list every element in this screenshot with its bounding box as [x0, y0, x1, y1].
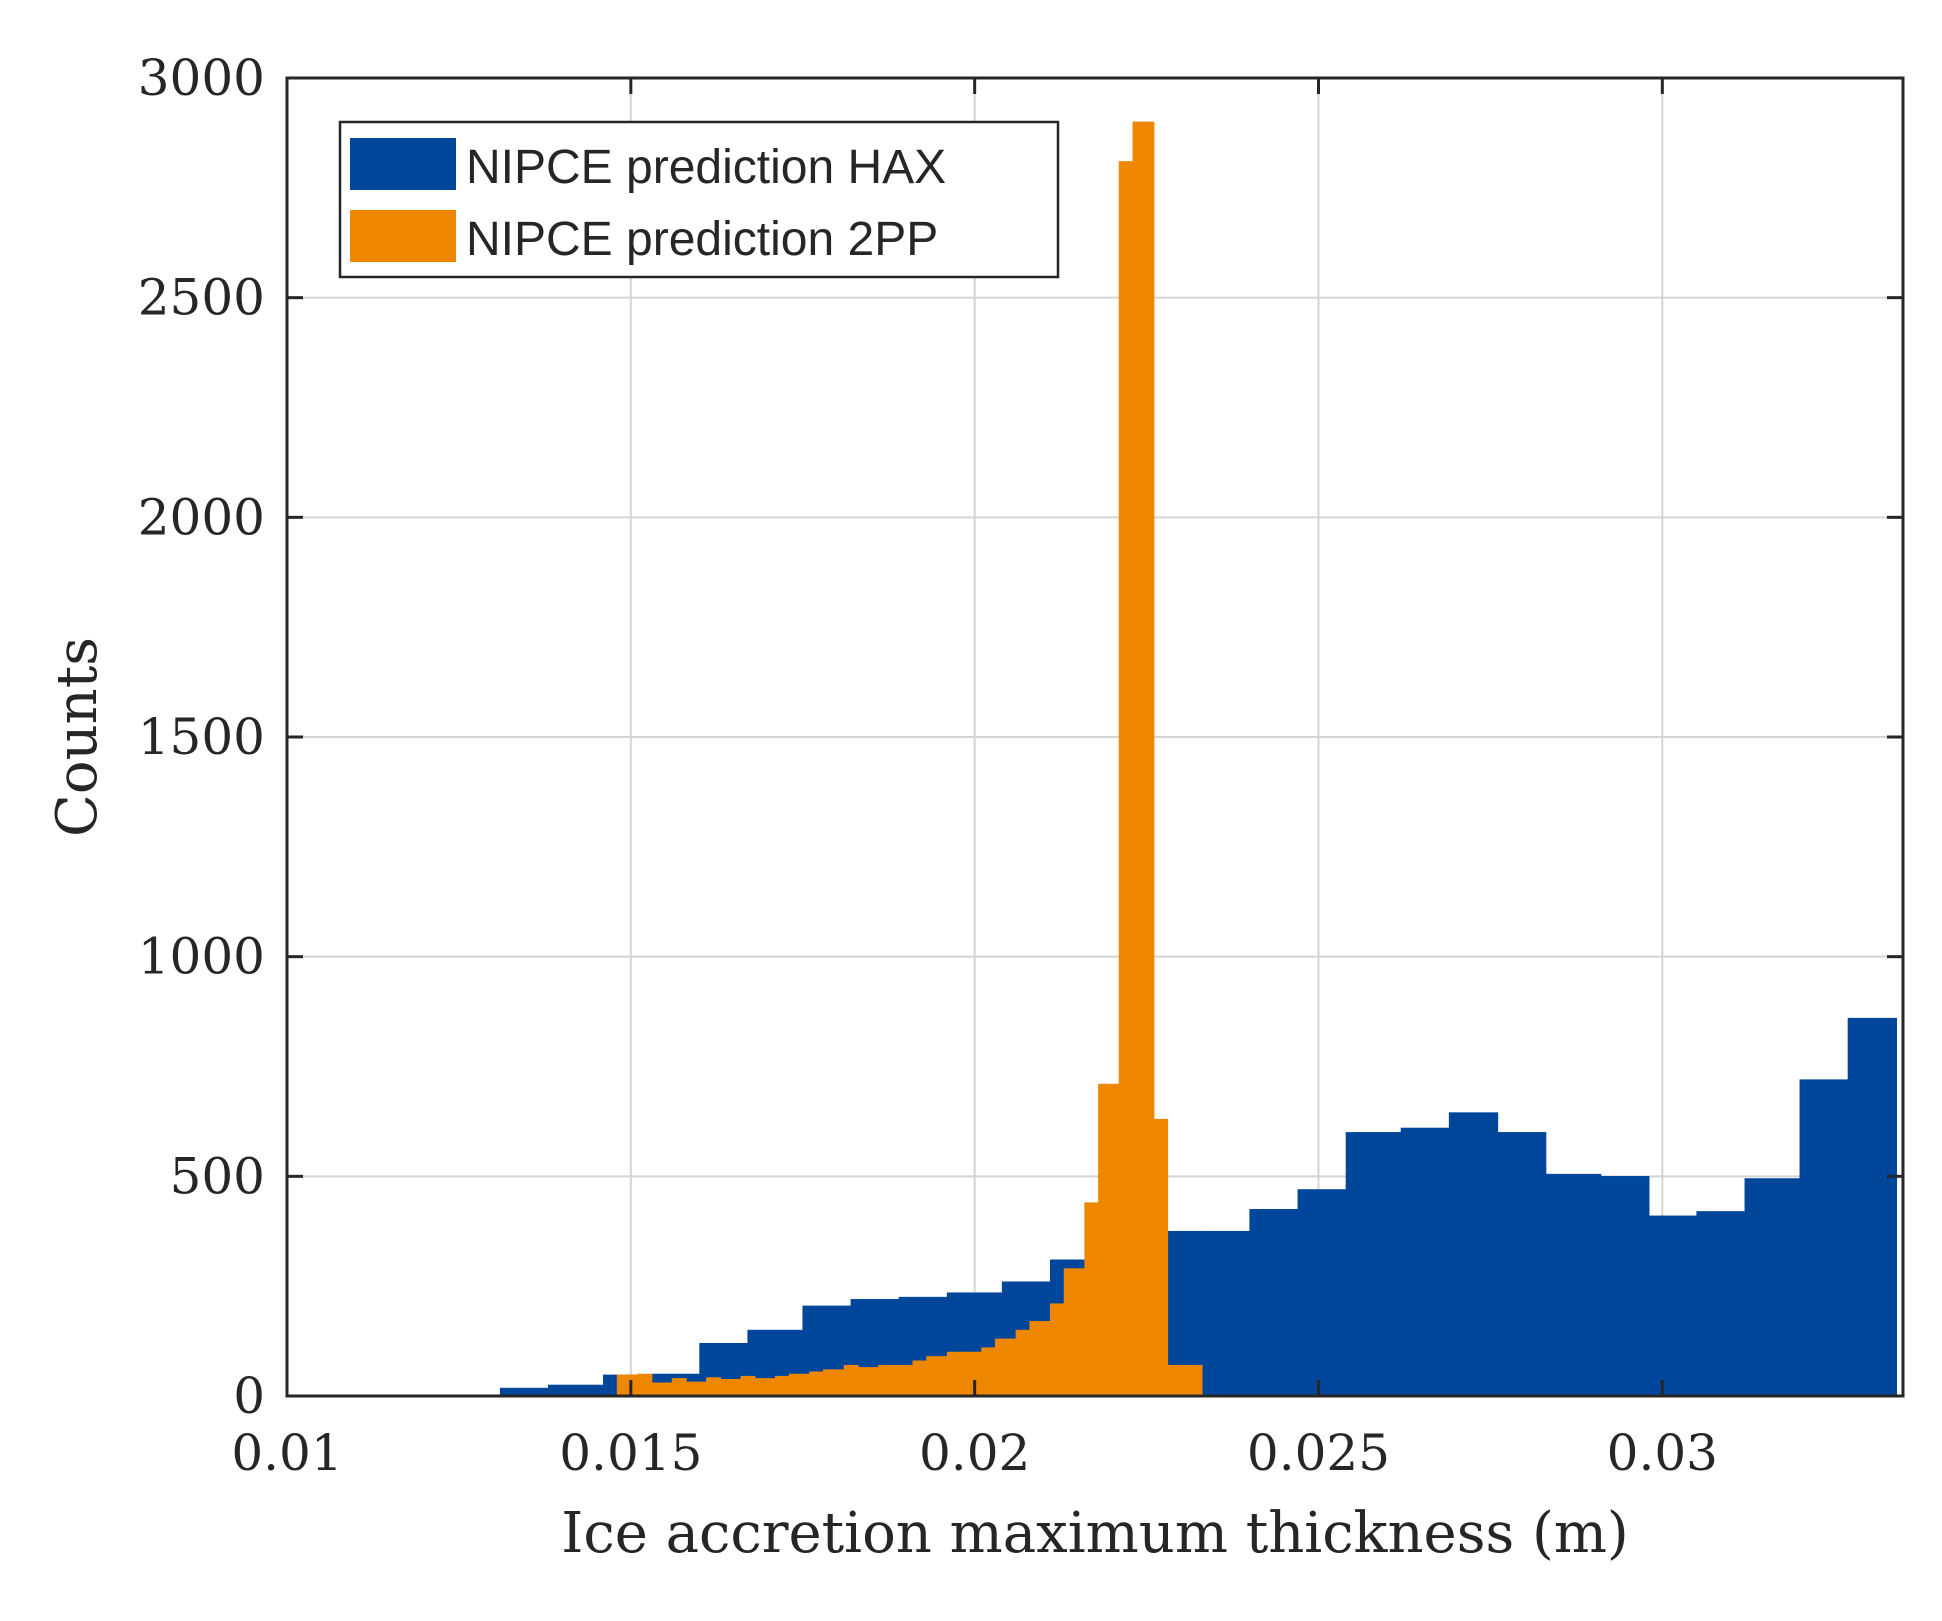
- bar-hax: [1545, 1173, 1602, 1397]
- legend-swatch-2pp: [350, 210, 456, 262]
- bar-hax: [1448, 1112, 1499, 1397]
- y-tick-label: 1500: [138, 708, 265, 766]
- bar-2pp: [1084, 1202, 1100, 1397]
- x-tick-label: 0.025: [1247, 1424, 1390, 1482]
- x-tick-label: 0.01: [231, 1424, 342, 1482]
- bar-2pp: [809, 1371, 825, 1397]
- bar-2pp: [754, 1378, 777, 1397]
- bar-2pp: [994, 1338, 1017, 1397]
- legend: NIPCE prediction HAX NIPCE prediction 2P…: [338, 120, 1060, 279]
- bar-2pp: [1029, 1321, 1052, 1397]
- bar-2pp: [774, 1375, 790, 1397]
- bar-2pp: [878, 1364, 894, 1397]
- bar-2pp: [1098, 1083, 1120, 1397]
- bar-hax: [1648, 1215, 1698, 1397]
- bar-2pp: [637, 1373, 653, 1397]
- bar-2pp: [706, 1377, 722, 1397]
- bar-hax: [1799, 1079, 1849, 1397]
- x-axis-label: Ice accretion maximum thickness (m): [561, 1501, 1629, 1566]
- bar-hax: [1249, 1208, 1299, 1397]
- x-tick-label: 0.03: [1607, 1424, 1718, 1482]
- bar-hax: [1201, 1230, 1251, 1397]
- bar-hax: [1600, 1176, 1650, 1397]
- bar-hax: [1744, 1178, 1801, 1397]
- y-axis-label: Counts: [45, 637, 110, 837]
- bar-2pp: [981, 1347, 997, 1397]
- bar-2pp: [960, 1351, 983, 1397]
- legend-swatch-hax: [350, 138, 456, 190]
- bar-2pp: [1050, 1303, 1065, 1397]
- bar-hax: [1297, 1189, 1347, 1397]
- bar-2pp: [1015, 1329, 1031, 1397]
- tick-labels: 0.01 0.015 0.02 0.025 0.03 0 500 1000 1500 2000 25…: [138, 49, 1718, 1482]
- plot-bars: [451, 121, 1898, 1397]
- bar-2pp: [1153, 1118, 1169, 1397]
- bar-2pp: [685, 1381, 708, 1397]
- bar-2pp: [891, 1364, 914, 1397]
- grid: [286, 77, 1903, 1397]
- bar-2pp: [823, 1369, 845, 1397]
- y-tick-label: 500: [170, 1147, 265, 1205]
- bar-hax: [1847, 1017, 1898, 1397]
- x-tick-label: 0.02: [919, 1424, 1030, 1482]
- bar-2pp: [788, 1373, 811, 1397]
- bar-hax: [1496, 1132, 1547, 1397]
- bar-2pp: [1187, 1364, 1203, 1397]
- bar-2pp: [719, 1379, 742, 1397]
- bar-2pp: [740, 1375, 756, 1397]
- legend-box: [338, 120, 1060, 279]
- legend-label-hax: NIPCE prediction HAX: [466, 141, 946, 194]
- bar-2pp: [616, 1374, 639, 1397]
- y-tick-label: 2500: [138, 269, 265, 327]
- axis-ticks: [285, 76, 1903, 1398]
- bar-hax: [548, 1384, 605, 1397]
- bar-2pp: [843, 1364, 859, 1397]
- bar-2pp: [1132, 121, 1155, 1397]
- bar-2pp: [651, 1382, 673, 1397]
- bar-hax: [1696, 1211, 1746, 1397]
- x-tick-label: 0.015: [559, 1424, 702, 1482]
- bar-2pp: [671, 1378, 687, 1397]
- bar-2pp: [1166, 1364, 1189, 1397]
- y-tick-label: 3000: [138, 49, 265, 107]
- legend-label-2pp: NIPCE prediction 2PP: [466, 213, 938, 266]
- y-tick-label: 1000: [138, 928, 265, 986]
- bar-hax: [1345, 1132, 1402, 1397]
- bar-2pp: [926, 1356, 949, 1397]
- bar-2pp: [946, 1351, 962, 1397]
- bar-2pp: [1118, 161, 1134, 1397]
- y-tick-label: 0: [233, 1367, 265, 1425]
- bar-2pp: [857, 1367, 880, 1397]
- bar-hax: [1400, 1127, 1451, 1397]
- bar-2pp: [912, 1360, 928, 1397]
- y-tick-label: 2000: [138, 488, 265, 546]
- bar-2pp: [1063, 1268, 1086, 1397]
